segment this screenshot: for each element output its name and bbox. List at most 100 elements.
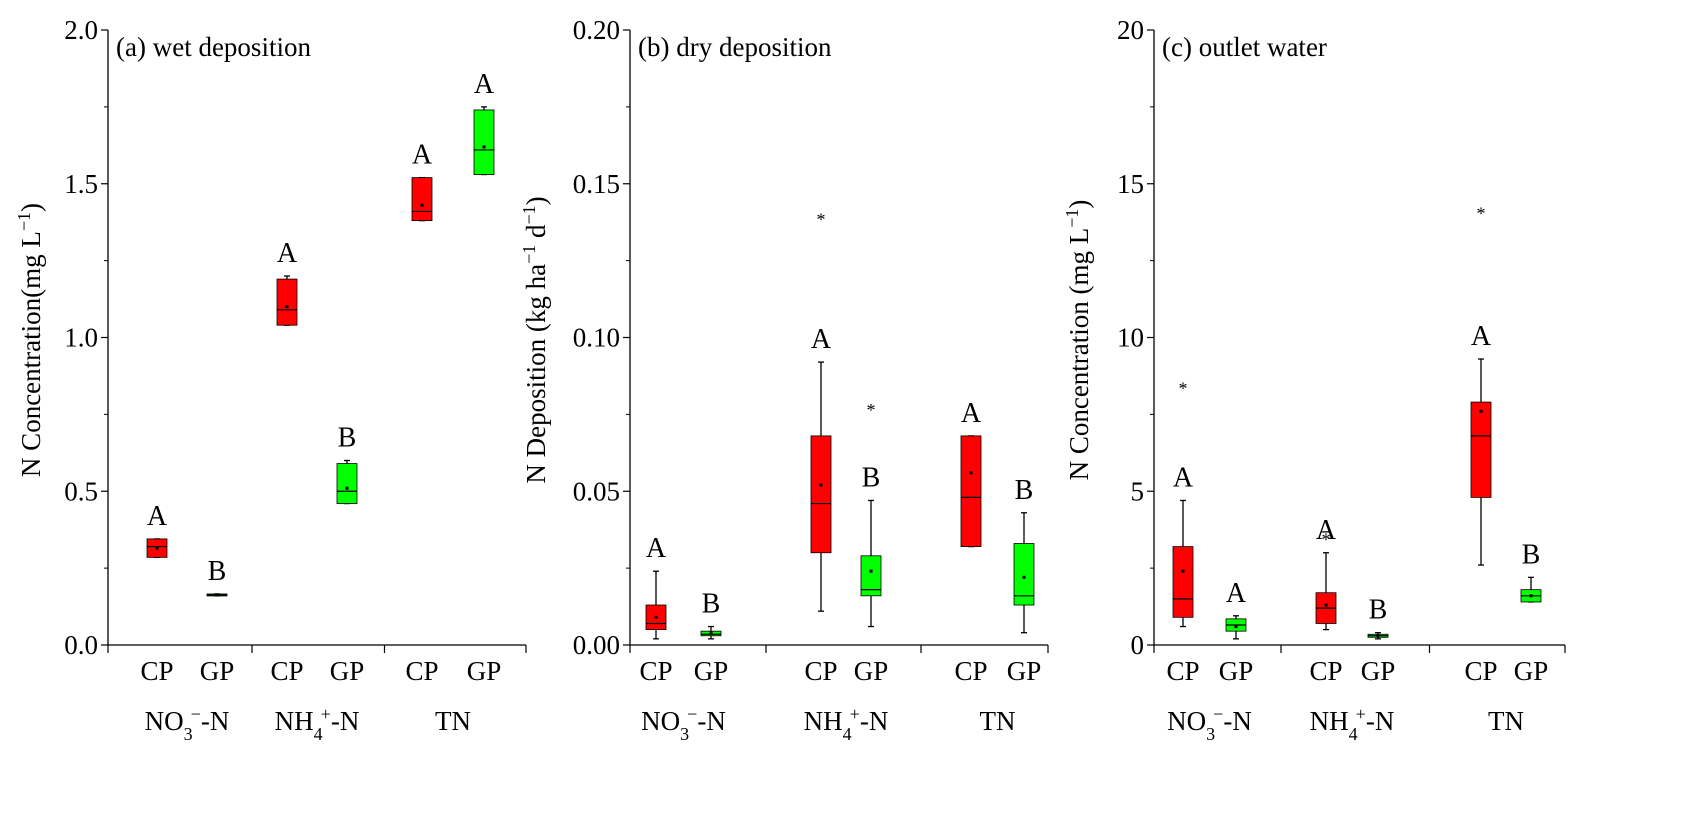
x-tick-label: GP <box>694 656 729 686</box>
box-rect <box>336 463 358 504</box>
box-rect <box>1013 543 1035 606</box>
y-tick-label: 0.05 <box>573 476 620 506</box>
mean-marker <box>1324 603 1328 607</box>
significance-letter: B <box>1522 539 1541 570</box>
mean-marker <box>420 203 424 207</box>
significance-letter: B <box>1015 475 1034 506</box>
group-label: TN <box>980 706 1016 736</box>
outlier-marker: * <box>867 400 876 420</box>
y-tick-label: 1.0 <box>64 323 98 353</box>
mean-marker <box>969 471 973 475</box>
group-label: NO3−-N <box>641 704 726 744</box>
mean-marker <box>285 305 289 309</box>
significance-letter: A <box>646 533 667 564</box>
box-gp: B GP <box>694 589 729 686</box>
y-tick-label: 1.5 <box>64 169 98 199</box>
box-rect <box>860 555 882 597</box>
y-tick-label: 20 <box>1117 15 1144 45</box>
outlier-marker: * <box>1477 203 1486 223</box>
mean-marker <box>819 483 823 487</box>
outlier-marker: * <box>817 210 826 230</box>
significance-letter: B <box>208 556 227 587</box>
mean-marker <box>654 615 658 619</box>
y-axis-title: N Concentration(mg L−1) <box>14 203 46 477</box>
significance-letter: B <box>702 589 721 620</box>
group-label: NO3−-N <box>1167 704 1252 744</box>
x-tick-label: CP <box>405 656 438 686</box>
significance-letter: B <box>862 462 881 493</box>
significance-letter: A <box>811 324 832 355</box>
mean-marker <box>155 546 159 550</box>
group-label: TN <box>1488 706 1524 736</box>
box-cp: A CP <box>405 140 438 686</box>
panel-3: 0 5 10 15 20 (c) outlet water N Concentration … <box>1062 15 1566 744</box>
box-gp: A GP <box>467 69 502 686</box>
x-tick-label: GP <box>200 656 235 686</box>
box-gp: * B GP <box>854 400 889 686</box>
y-tick-label: 0.20 <box>573 15 620 45</box>
y-tick-label: 0.5 <box>64 476 98 506</box>
x-tick-label: GP <box>467 656 502 686</box>
x-tick-label: CP <box>140 656 173 686</box>
group-label: NH4+-N <box>804 704 889 744</box>
mean-marker <box>1022 575 1026 579</box>
significance-letter: B <box>338 423 357 454</box>
box-gp: B GP <box>1007 475 1042 686</box>
mean-marker <box>1479 409 1483 413</box>
x-tick-label: GP <box>1219 656 1254 686</box>
box-cp: *A CP <box>1309 515 1342 686</box>
significance-letter: A <box>1316 515 1337 546</box>
mean-marker <box>1181 569 1185 573</box>
mean-marker <box>1234 625 1238 629</box>
y-axis-title: N Concentration (mg L−1) <box>1062 200 1094 481</box>
x-tick-label: CP <box>804 656 837 686</box>
box-gp: B GP <box>330 423 365 687</box>
outlier-marker: * <box>1322 529 1331 549</box>
x-tick-label: GP <box>854 656 889 686</box>
y-tick-label: 0.15 <box>573 169 620 199</box>
x-tick-label: GP <box>1361 656 1396 686</box>
group-label: NH4+-N <box>1310 704 1395 744</box>
x-tick-label: CP <box>1464 656 1497 686</box>
significance-letter: A <box>1471 321 1492 352</box>
y-tick-label: 10 <box>1117 323 1144 353</box>
box-rect <box>473 109 495 175</box>
panel-title: (a) wet deposition <box>116 32 311 62</box>
box-gp: B GP <box>200 556 235 686</box>
x-tick-label: GP <box>330 656 365 686</box>
significance-letter: A <box>412 140 433 171</box>
y-tick-label: 0.00 <box>573 630 620 660</box>
outlier-marker: * <box>1179 379 1188 399</box>
box-cp: * A CP <box>1464 203 1497 686</box>
group-label: TN <box>435 706 471 736</box>
x-tick-label: CP <box>954 656 987 686</box>
box-cp: * A CP <box>804 210 837 686</box>
x-tick-label: CP <box>1309 656 1342 686</box>
box-rect <box>1172 546 1194 618</box>
panel-1: 0.0 0.5 1.0 1.5 2.0 (a) wet deposition N Conce… <box>14 15 527 744</box>
box-cp: A CP <box>270 238 303 686</box>
box-rect <box>411 177 433 222</box>
box-rect <box>276 278 298 326</box>
panel-title: (c) outlet water <box>1162 32 1327 62</box>
box-rect <box>1470 401 1492 498</box>
box-gp: A GP <box>1219 578 1254 686</box>
significance-letter: A <box>277 238 298 269</box>
mean-marker <box>1529 594 1533 598</box>
mean-marker <box>1376 634 1380 638</box>
group-label: NO3−-N <box>145 704 230 744</box>
x-tick-label: GP <box>1514 656 1549 686</box>
y-tick-label: 5 <box>1131 476 1145 506</box>
box-cp: A CP <box>954 398 987 686</box>
group-label: NH4+-N <box>275 704 360 744</box>
mean-marker <box>482 145 486 149</box>
significance-letter: A <box>1226 578 1247 609</box>
significance-letter: A <box>147 501 168 532</box>
y-tick-label: 0.0 <box>64 630 98 660</box>
panel-title: (b) dry deposition <box>638 32 832 62</box>
x-tick-label: CP <box>270 656 303 686</box>
box-rect <box>960 435 982 547</box>
significance-letter: B <box>1369 595 1388 626</box>
mean-marker <box>709 631 713 635</box>
